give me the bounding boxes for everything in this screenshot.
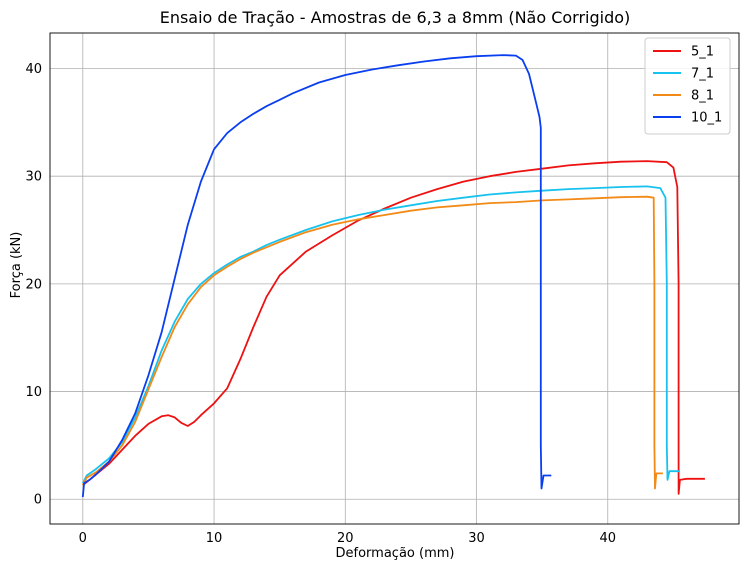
series-line-8_1	[82, 195, 663, 490]
x-tick-label: 30	[468, 531, 485, 546]
x-tick-label: 10	[206, 531, 223, 546]
series-lines	[81, 54, 705, 498]
y-tick-label: 30	[25, 170, 42, 185]
series-line-5_1	[82, 160, 705, 495]
x-tick-label: 20	[337, 531, 354, 546]
y-tick-label: 0	[34, 493, 42, 508]
legend-label: 5_1	[691, 45, 714, 60]
x-axis-label: Deformação (mm)	[336, 546, 455, 561]
grid-lines	[50, 33, 739, 524]
legend-label: 8_1	[691, 89, 714, 104]
legend-box	[644, 37, 731, 135]
y-tick-label: 20	[25, 277, 42, 292]
y-tick-label: 40	[25, 62, 42, 77]
legend-label: 7_1	[691, 67, 714, 82]
x-tick-label: 0	[79, 531, 87, 546]
legend-label: 10_1	[691, 111, 722, 126]
chart-title: Ensaio de Tração - Amostras de 6,3 a 8mm…	[160, 8, 631, 27]
y-axis-label: Força (kN)	[9, 232, 24, 299]
y-tick-label: 10	[25, 385, 42, 400]
legend: 5_1 7_1 8_1 10_1	[644, 37, 731, 135]
plot-area-frame	[49, 32, 740, 525]
series-line-7_1	[81, 185, 680, 484]
series-line-10_1	[81, 54, 552, 498]
axis-ticks: 0 10 20 30 40 0 10 20 30 40	[25, 62, 616, 546]
x-tick-label: 40	[599, 531, 616, 546]
